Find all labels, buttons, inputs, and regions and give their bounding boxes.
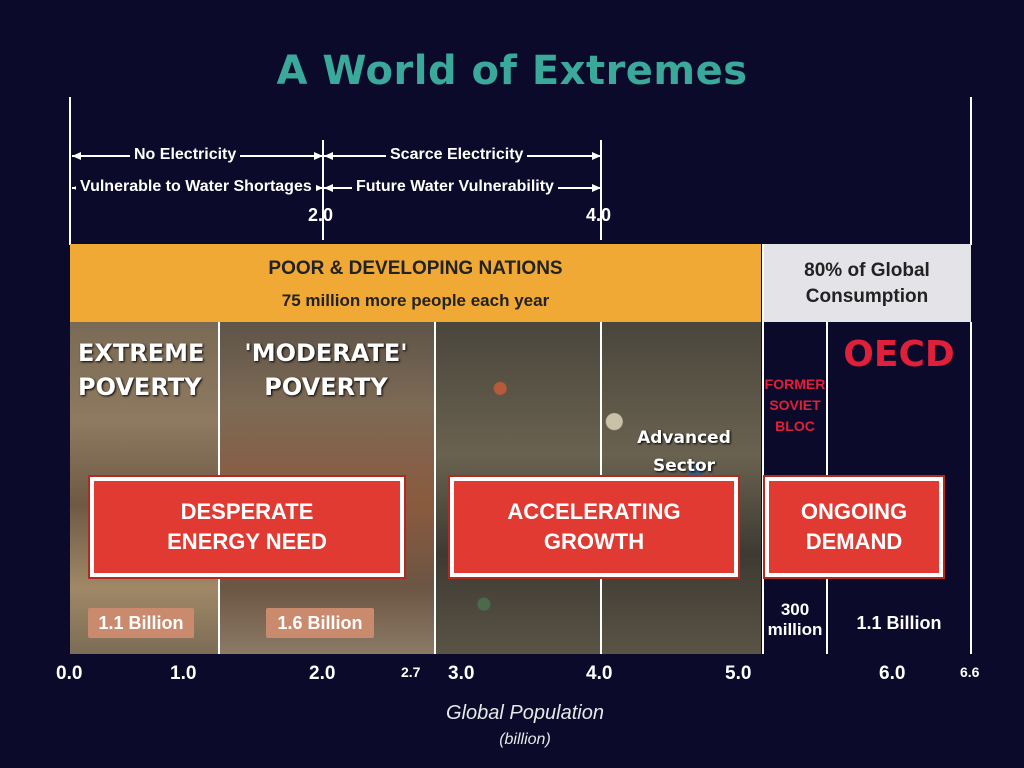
extreme-poverty-count: 1.1 Billion — [88, 608, 194, 638]
slide-title: A World of Extremes — [276, 48, 748, 94]
ongoing-line-2: DEMAND — [805, 529, 903, 554]
former-soviet-line-1: FORMER — [764, 376, 826, 392]
desperate-energy-need-callout: DESPERATE ENERGY NEED — [90, 477, 404, 577]
axis-tick-6: 6.0 — [879, 663, 906, 684]
extreme-poverty-line-1: EXTREME — [78, 339, 205, 367]
former-soviet-line-2: SOVIET — [769, 397, 821, 413]
consumption-line-2: Consumption — [805, 286, 929, 307]
former-soviet-line-3: BLOC — [775, 418, 815, 434]
arrow-right-icon — [314, 152, 323, 160]
marker-value-2: 2.0 — [308, 205, 334, 225]
former-soviet-count-line-2: million — [767, 620, 823, 639]
axis-tick-3: 3.0 — [448, 663, 475, 684]
moderate-poverty-line-2: POVERTY — [264, 373, 388, 401]
scarce-electricity-label: Scarce Electricity — [386, 146, 528, 164]
marker-line-4 — [600, 140, 602, 240]
axis-tick-1: 1.0 — [170, 663, 197, 684]
water-shortages-label: Vulnerable to Water Shortages — [76, 178, 316, 196]
axis-tick-6-6: 6.6 — [960, 664, 980, 680]
consumption-line-1: 80% of Global — [804, 260, 930, 281]
axis-tick-0: 0.0 — [56, 663, 83, 684]
accelerating-growth-callout: ACCELERATING GROWTH — [450, 477, 738, 577]
segment-divider — [762, 244, 764, 654]
arrow-left-icon — [72, 152, 81, 160]
arrow-left-icon — [324, 152, 333, 160]
advanced-sector-line-1: Advanced — [637, 428, 731, 448]
right-border-line — [970, 97, 972, 245]
ongoing-line-1: ONGOING — [800, 499, 908, 524]
developing-nations-band — [70, 244, 761, 322]
axis-label: Global Population — [446, 702, 604, 724]
axis-tick-4: 4.0 — [586, 663, 613, 684]
global-consumption-label: 80% of Global Consumption — [763, 258, 971, 310]
advanced-sector-line-2: Sector — [652, 456, 716, 476]
desperate-line-1: DESPERATE — [180, 499, 314, 524]
oecd-label: OECD — [843, 334, 955, 375]
advanced-sector-label: Advanced Sector — [636, 424, 732, 480]
accelerating-line-2: GROWTH — [543, 529, 645, 554]
former-soviet-bloc-label: FORMER SOVIET BLOC — [764, 374, 826, 437]
left-border-line — [69, 97, 71, 245]
axis-tick-2: 2.0 — [309, 663, 336, 684]
developing-nations-subheading: 75 million more people each year — [281, 291, 550, 310]
water-vulnerability-label: Future Water Vulnerability — [352, 178, 558, 196]
axis-tick-5: 5.0 — [725, 663, 752, 684]
segment-divider — [434, 322, 436, 654]
moderate-poverty-line-1: 'MODERATE' — [244, 339, 408, 367]
axis-tick-2-7: 2.7 — [401, 664, 421, 680]
oecd-count: 1.1 Billion — [856, 613, 942, 633]
extreme-poverty-line-2: POVERTY — [78, 373, 202, 401]
arrow-right-icon — [592, 184, 601, 192]
no-electricity-label: No Electricity — [130, 146, 241, 164]
arrow-right-icon — [592, 152, 601, 160]
global-consumption-band — [763, 244, 971, 322]
desperate-line-2: ENERGY NEED — [167, 529, 327, 554]
moderate-poverty-count: 1.6 Billion — [266, 608, 374, 638]
former-soviet-count: 300 million — [764, 600, 826, 640]
arrow-right-icon — [314, 184, 323, 192]
moderate-poverty-label: 'MODERATE' POVERTY — [236, 336, 416, 404]
marker-value-4: 4.0 — [586, 205, 612, 225]
marker-line-2 — [322, 140, 324, 240]
extreme-poverty-label: EXTREME POVERTY — [78, 336, 204, 404]
axis-unit: (billion) — [499, 731, 551, 748]
accelerating-line-1: ACCELERATING — [507, 499, 681, 524]
arrow-left-icon — [324, 184, 333, 192]
ongoing-demand-callout: ONGOING DEMAND — [765, 477, 943, 577]
developing-nations-heading: POOR & DEVELOPING NATIONS — [268, 258, 563, 279]
segment-divider — [970, 322, 972, 654]
former-soviet-count-line-1: 300 — [780, 600, 810, 619]
